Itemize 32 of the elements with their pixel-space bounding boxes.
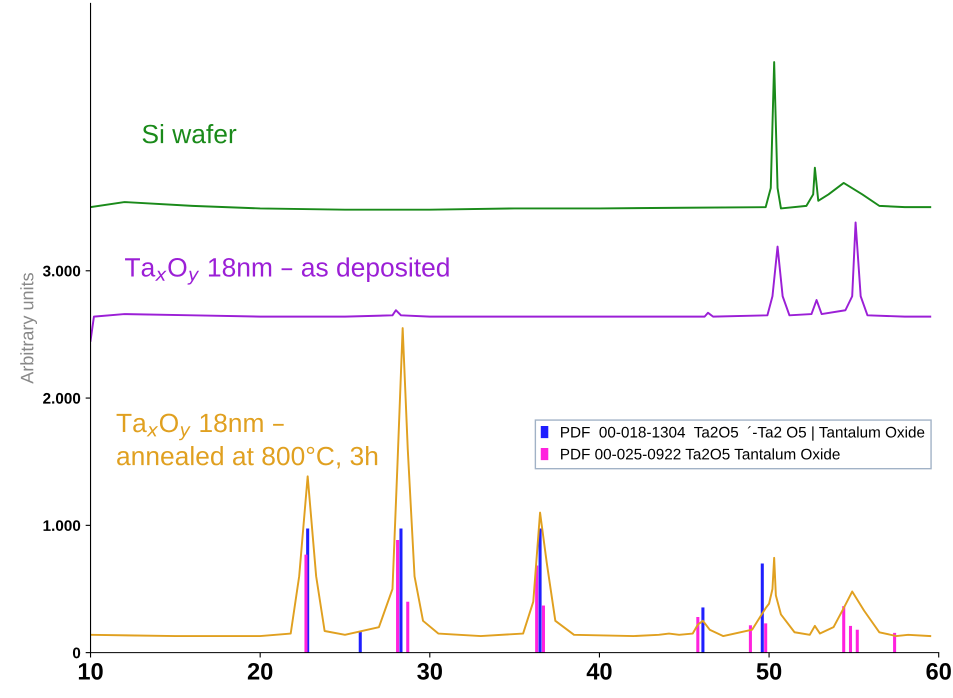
bar <box>760 564 764 653</box>
bar <box>304 554 308 653</box>
y-axis-title: Arbitrary units <box>20 273 38 384</box>
bar <box>764 623 768 653</box>
bar <box>842 606 846 653</box>
line-series <box>90 221 932 342</box>
y-tick-label: 1.000 <box>44 520 80 532</box>
bar <box>406 602 410 653</box>
y-tick-label: 0 <box>72 648 80 658</box>
x-tick-label: 30 <box>417 662 442 680</box>
bar <box>538 528 542 653</box>
bar <box>856 630 859 653</box>
series-label: Ta$_{x}$O$_{y}$ 18nm – annealed at 800°C, 3h <box>116 414 378 469</box>
text: Si wafer <box>142 124 236 144</box>
bar <box>396 540 400 653</box>
line-series <box>90 61 932 211</box>
bar <box>399 528 402 653</box>
series-label: Ta$_{x}$O$_{y}$ 18nm – as deposited <box>125 257 449 285</box>
bar <box>848 626 852 653</box>
bar <box>358 630 362 653</box>
x-tick-label: 50 <box>756 662 782 680</box>
legend-label: PDF 00-018-1304 Ta2O5 ´-Ta2 O5 | Tantalum Oxide <box>561 426 924 441</box>
x-tick-label: 40 <box>586 662 612 680</box>
line-series <box>90 327 932 638</box>
x-tick-label: 10 <box>78 662 103 680</box>
x-tick-label: 20 <box>248 662 272 680</box>
bar <box>701 607 704 653</box>
legend-label: PDF 00-025-0922 Ta2O5 Tantalum Oxide <box>561 448 840 460</box>
x-tick-label: 60 <box>926 662 951 680</box>
y-tick-label: 3.000 <box>42 266 80 276</box>
y-tick-label: 2.000 <box>43 392 80 404</box>
bar <box>542 606 545 653</box>
